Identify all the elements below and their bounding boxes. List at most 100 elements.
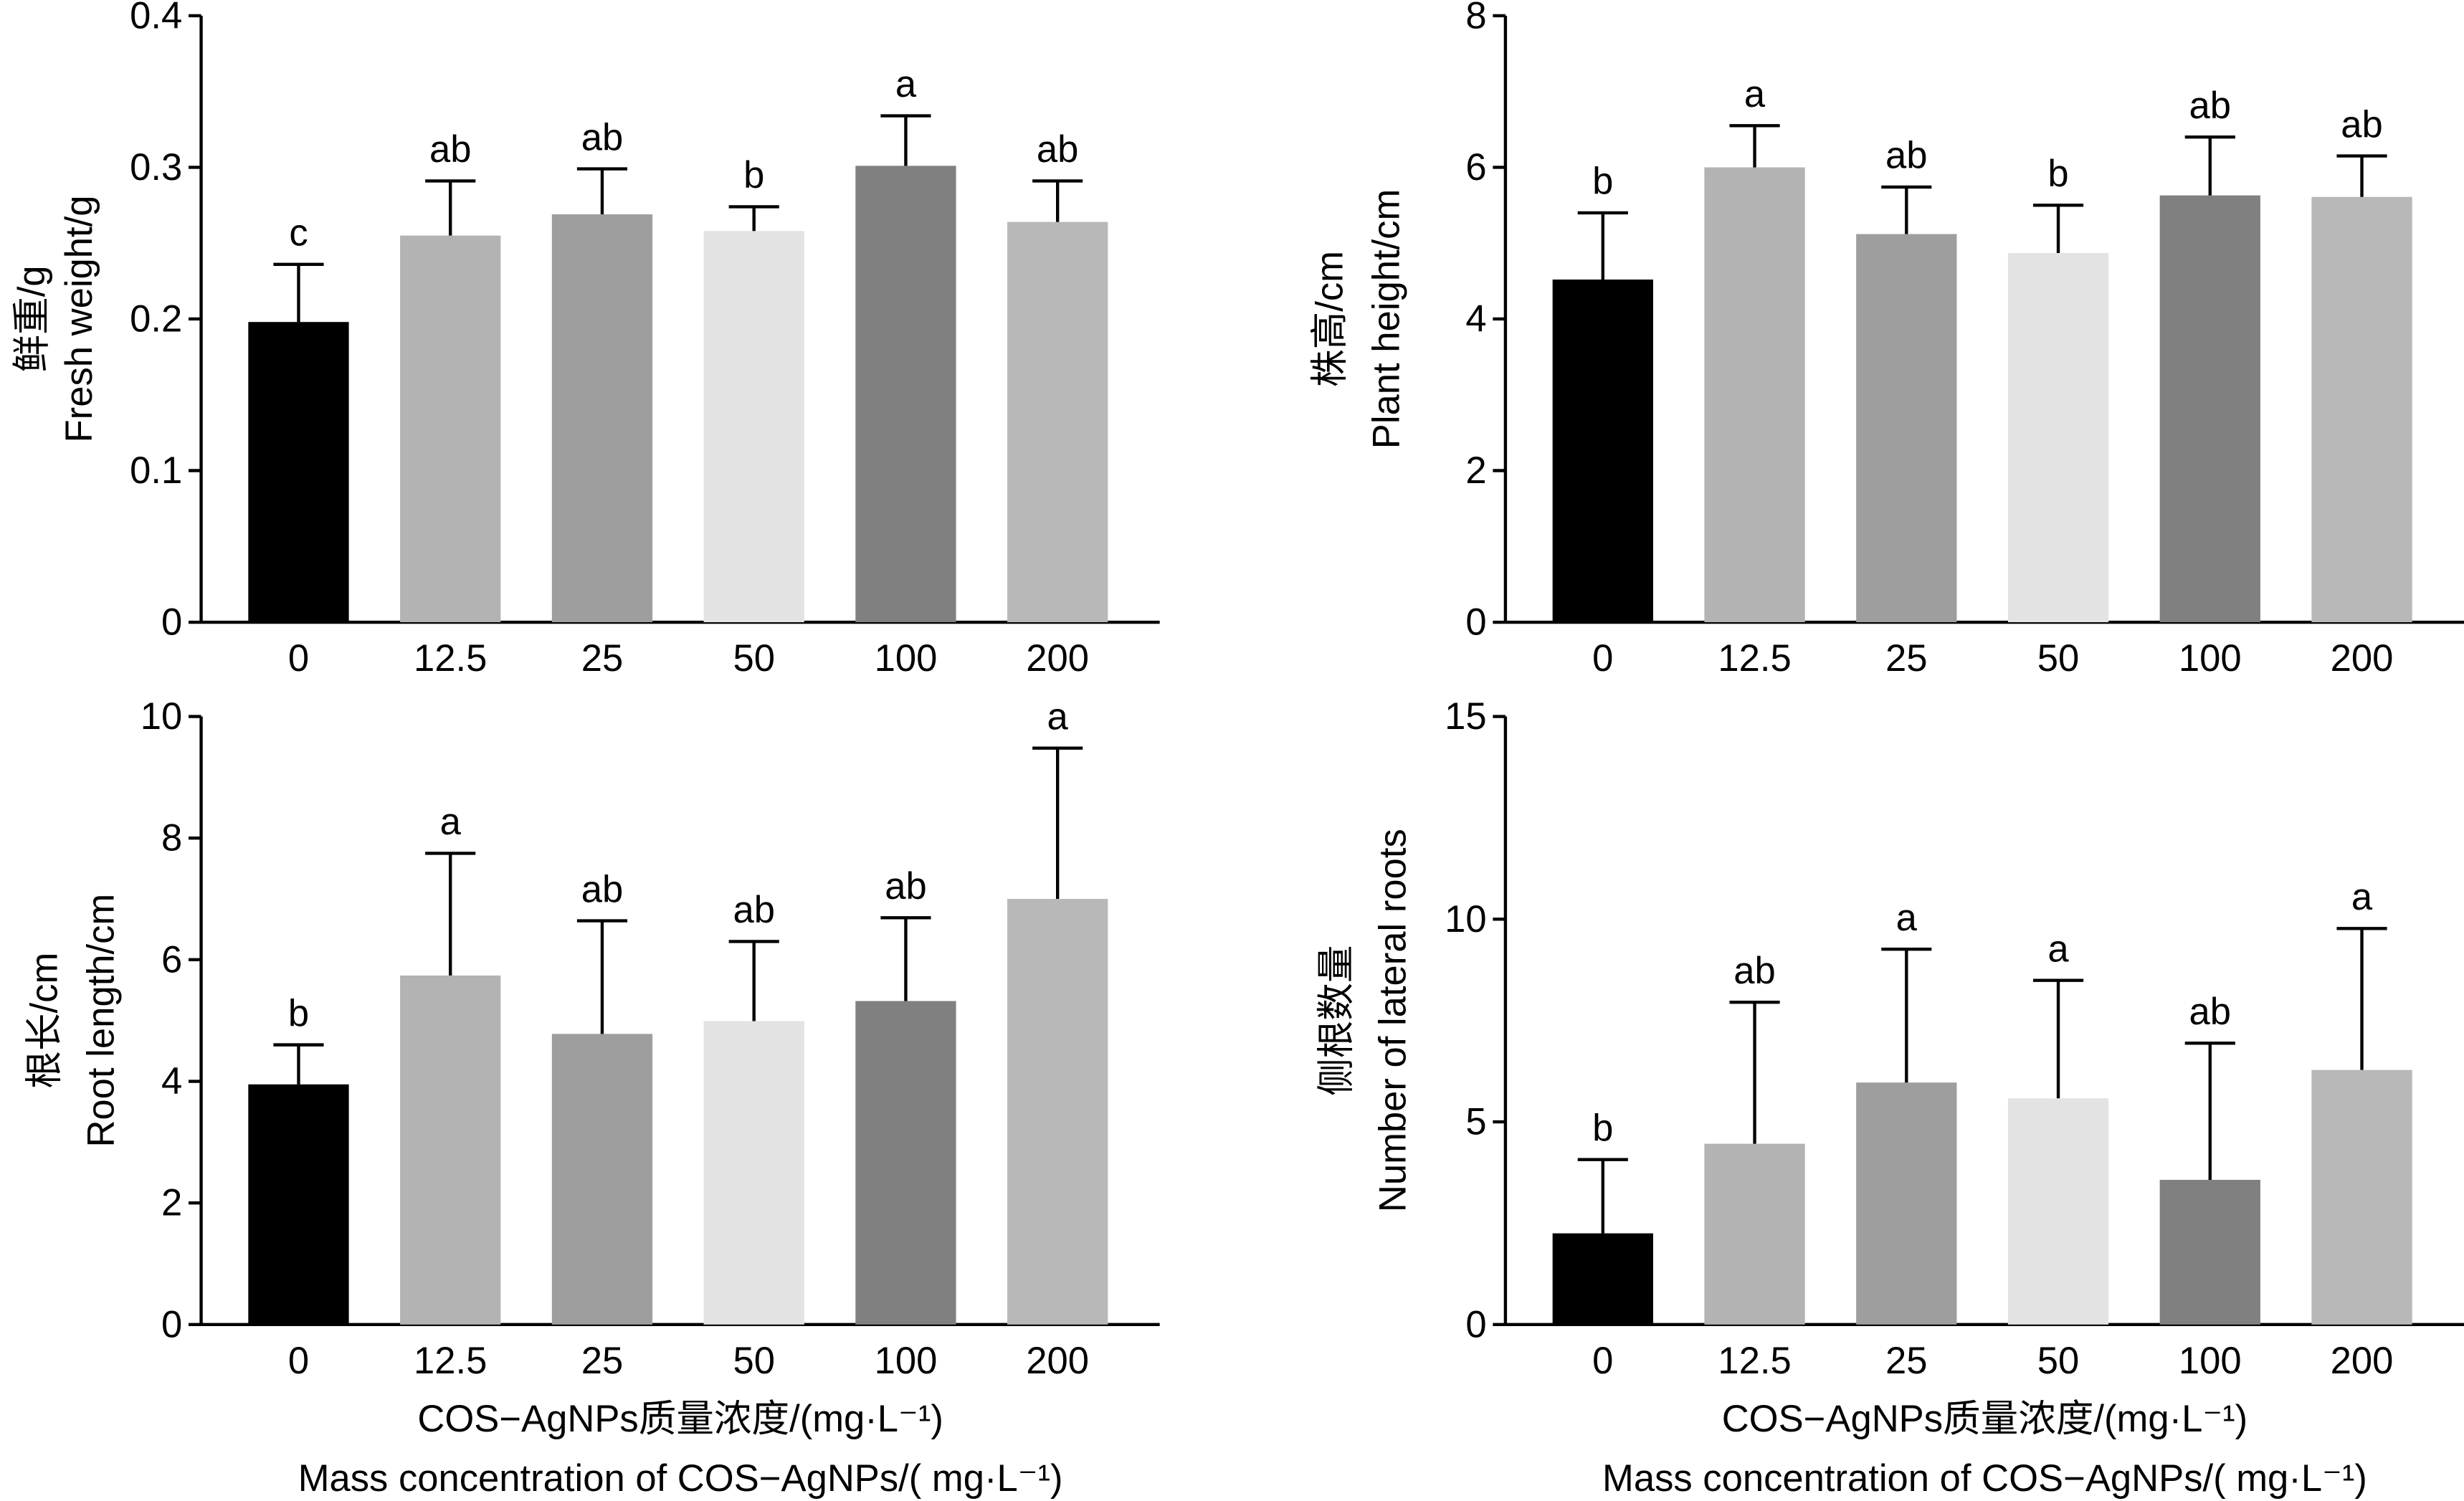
x-tick-label: 12.5 <box>414 637 487 680</box>
significance-letter: a <box>1744 73 1766 115</box>
bar <box>248 1084 349 1325</box>
y-axis-label: Number of lateral roots <box>1371 829 1414 1212</box>
x-tick-label: 0 <box>1592 637 1613 680</box>
y-tick-label: 0 <box>1465 1303 1486 1345</box>
bar <box>551 1034 653 1325</box>
y-tick-label: 5 <box>1465 1101 1486 1143</box>
significance-letter: ab <box>885 865 927 907</box>
x-tick-label: 100 <box>875 637 938 680</box>
bar <box>248 322 349 623</box>
bar <box>1552 1233 1653 1325</box>
significance-letter: a <box>2351 876 2373 918</box>
x-tick-label: 100 <box>2179 637 2242 680</box>
y-tick-label: 0 <box>161 601 182 644</box>
bar <box>1007 221 1108 623</box>
bar <box>1552 279 1653 623</box>
x-tick-label: 0 <box>288 637 309 680</box>
bar <box>855 1001 956 1325</box>
x-axis-label: COS−AgNPs质量浓度/(mg·L⁻¹) <box>1722 1398 2248 1440</box>
y-tick-label: 0.4 <box>130 0 182 37</box>
y-tick-label: 0.3 <box>130 146 182 189</box>
x-tick-label: 25 <box>1885 1340 1928 1382</box>
x-tick-label: 200 <box>1026 637 1089 680</box>
significance-letter: a <box>895 63 917 105</box>
x-tick-label: 25 <box>1885 637 1928 680</box>
y-tick-label: 6 <box>161 938 182 981</box>
significance-letter: b <box>288 992 309 1034</box>
bar <box>1856 1082 1957 1325</box>
x-tick-label: 200 <box>2331 1340 2394 1382</box>
bar <box>703 1021 804 1325</box>
significance-letter: ab <box>581 116 624 158</box>
significance-letter: ab <box>2189 991 2232 1033</box>
significance-letter: ab <box>2341 103 2383 146</box>
significance-letter: ab <box>1733 950 1776 992</box>
significance-letter: ab <box>1885 135 1928 177</box>
x-axis-label: Mass concentration of COS−AgNPs/( mg·L⁻¹… <box>298 1457 1063 1500</box>
significance-letter: c <box>289 212 308 254</box>
x-tick-label: 50 <box>733 1340 775 1382</box>
y-tick-label: 8 <box>161 817 182 859</box>
bar <box>2311 196 2412 623</box>
bar <box>2007 252 2109 623</box>
x-axis-label: Mass concentration of COS−AgNPs/( mg·L⁻¹… <box>1602 1457 2367 1500</box>
y-tick-label: 6 <box>1465 146 1486 189</box>
y-tick-label: 8 <box>1465 0 1486 37</box>
x-tick-label: 200 <box>2331 637 2394 680</box>
x-tick-label: 100 <box>875 1340 938 1382</box>
bar <box>1007 899 1108 1325</box>
x-tick-label: 50 <box>2037 1340 2080 1382</box>
bar <box>551 214 653 623</box>
y-tick-label: 4 <box>1465 298 1486 340</box>
significance-letter: ab <box>1037 128 1079 171</box>
bar <box>400 975 501 1325</box>
x-axis-label: COS−AgNPs质量浓度/(mg·L⁻¹) <box>417 1398 943 1440</box>
significance-letter: ab <box>429 128 472 171</box>
bar <box>2007 1098 2109 1325</box>
bar <box>2311 1069 2412 1325</box>
y-tick-label: 2 <box>1465 449 1486 492</box>
bar <box>855 166 956 623</box>
significance-letter: b <box>1592 161 1613 203</box>
y-tick-label: 0.1 <box>130 449 182 492</box>
y-tick-label: 0 <box>161 1303 182 1345</box>
chart-panel: 0 5 10 15 0 b 12.5 ab 25 a 50 a 100 ab 200 a 侧根数量 Number … <box>1315 695 2464 1500</box>
significance-letter: b <box>1592 1107 1613 1149</box>
significance-letter: ab <box>733 889 775 931</box>
significance-letter: a <box>1896 897 1918 939</box>
significance-letter: a <box>2047 928 2069 970</box>
y-tick-label: 15 <box>1445 695 1487 738</box>
x-tick-label: 50 <box>733 637 775 680</box>
bar <box>703 231 804 623</box>
y-tick-label: 10 <box>1445 898 1487 940</box>
x-tick-label: 200 <box>1026 1340 1089 1382</box>
significance-letter: b <box>743 154 764 196</box>
x-tick-label: 12.5 <box>1718 1340 1791 1382</box>
x-tick-label: 12.5 <box>414 1340 487 1382</box>
bar <box>1856 234 1957 623</box>
significance-letter: a <box>1047 695 1069 738</box>
y-axis-label: 株高/cm <box>1309 251 1351 387</box>
y-axis-label: 侧根数量 <box>1315 945 1357 1096</box>
x-tick-label: 12.5 <box>1718 637 1791 680</box>
significance-letter: b <box>2047 153 2068 195</box>
significance-letter: ab <box>581 868 624 910</box>
y-axis-label: Root length/cm <box>80 894 123 1148</box>
y-tick-label: 4 <box>161 1060 182 1102</box>
x-tick-label: 0 <box>1592 1340 1613 1382</box>
x-tick-label: 0 <box>288 1340 309 1382</box>
chart-panel: 0 0.1 0.2 0.3 0.4 0 c 12.5 ab 25 ab 50 b 100 a 200 ab 鲜重/… <box>11 0 1160 680</box>
significance-letter: ab <box>2189 85 2232 127</box>
y-axis-label: Plant height/cm <box>1366 189 1408 449</box>
bar <box>1704 167 1805 623</box>
y-axis-label: Fresh weight/g <box>58 196 100 443</box>
y-tick-label: 10 <box>141 695 183 738</box>
y-axis-label: 根长/cm <box>24 953 66 1089</box>
x-tick-label: 100 <box>2179 1340 2242 1382</box>
x-tick-label: 25 <box>581 1340 624 1382</box>
significance-letter: a <box>440 801 462 843</box>
y-axis-label: 鲜重/g <box>11 265 53 372</box>
